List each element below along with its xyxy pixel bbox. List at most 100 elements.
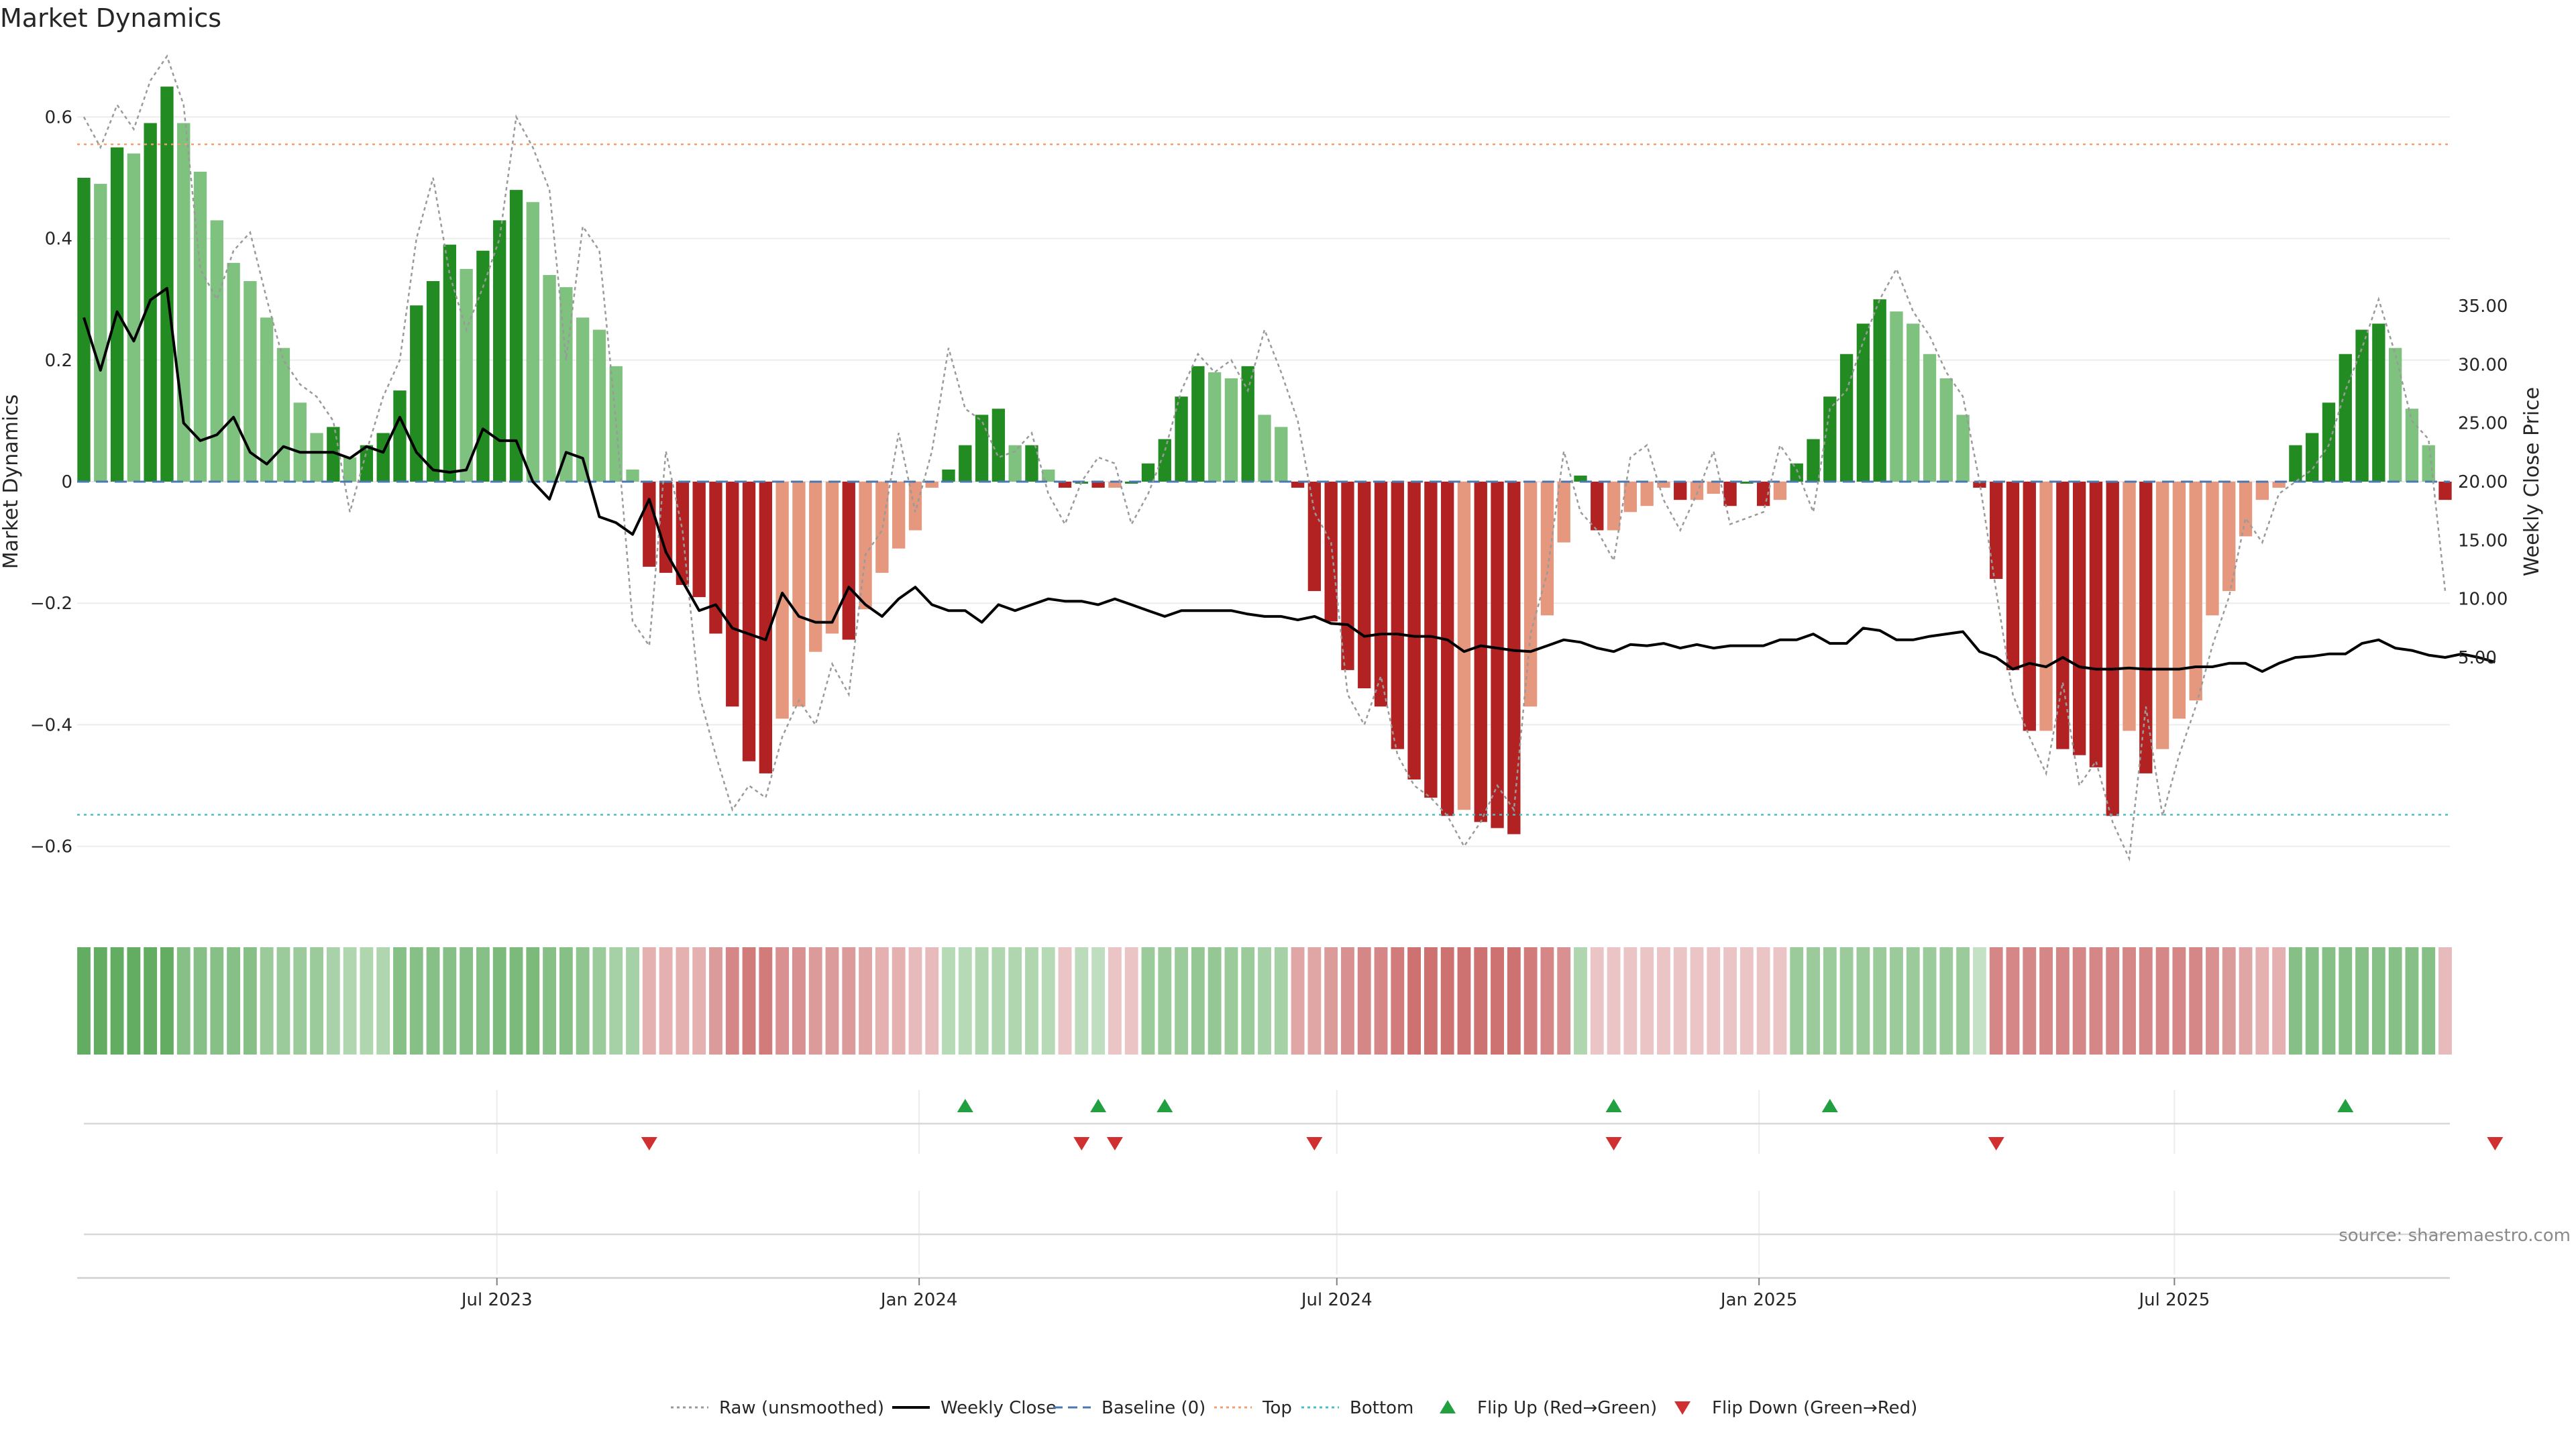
dynamics-bar: [343, 457, 357, 482]
dynamics-bar: [310, 433, 323, 482]
legend-item: Weekly Close: [892, 1398, 1057, 1418]
regime-cell: [1989, 947, 2003, 1055]
dynamics-bar: [227, 262, 240, 482]
regime-cell: [2405, 947, 2419, 1055]
dynamics-bar: [759, 482, 773, 773]
regime-cell: [1341, 947, 1354, 1055]
regime-cell: [1673, 947, 1687, 1055]
dynamics-bar: [1058, 482, 1072, 488]
regime-cell: [1723, 947, 1737, 1055]
regime-cell: [526, 947, 540, 1055]
dynamics-bar: [1042, 469, 1055, 482]
legend-item: Flip Down (Green→Red): [1674, 1398, 1917, 1418]
regime-cell: [1291, 947, 1305, 1055]
dynamics-bar: [2372, 323, 2385, 482]
legend-label: Flip Up (Red→Green): [1477, 1398, 1657, 1418]
dynamics-bar: [2222, 482, 2236, 592]
dynamics-bar: [327, 427, 340, 482]
dynamics-bar: [1591, 482, 1604, 531]
dynamics-bar: [1358, 482, 1371, 689]
dynamics-bar: [2388, 347, 2402, 482]
regime-cell: [975, 947, 989, 1055]
dynamics-bar: [2405, 409, 2419, 482]
dynamics-bar: [1241, 366, 1254, 482]
regime-cell: [2172, 947, 2186, 1055]
flip-up-marker: [957, 1099, 973, 1112]
dynamics-bar: [659, 482, 673, 573]
regime-cell: [243, 947, 257, 1055]
regime-cell: [144, 947, 158, 1055]
regime-cell: [1424, 947, 1438, 1055]
flip-down-marker: [1106, 1137, 1123, 1150]
y-right-tick-label: 10.00: [2458, 590, 2508, 610]
flip-up-marker: [1605, 1099, 1622, 1112]
dynamics-bar: [244, 281, 257, 482]
regime-cell: [642, 947, 656, 1055]
x-tick-label: Jul 2023: [460, 1290, 533, 1310]
regime-cell: [1507, 947, 1521, 1055]
regime-cell: [908, 947, 922, 1055]
axes: 0.6 0.4 0.2 0 −0.2 −0.4 −0.6 35.00 30.00 25.00 20.…: [0, 107, 2544, 857]
regime-cell: [626, 947, 639, 1055]
regime-cell: [1440, 947, 1454, 1055]
regime-cell: [460, 947, 474, 1055]
legend-label: Raw (unsmoothed): [719, 1398, 884, 1418]
dynamics-bar: [1923, 354, 1937, 482]
flip-up-marker: [1090, 1099, 1107, 1112]
regime-cell: [1175, 947, 1188, 1055]
regime-cell: [2355, 947, 2369, 1055]
dynamics-bar: [1839, 354, 1854, 482]
regime-cell: [2039, 947, 2053, 1055]
regime-cell: [592, 947, 606, 1055]
dynamics-bar: [1307, 482, 1322, 592]
dynamics-bar: [2239, 482, 2253, 537]
regime-cell: [360, 947, 374, 1055]
x-tick-label: Jul 2024: [1300, 1290, 1373, 1310]
regime-cell: [2438, 947, 2452, 1055]
weekly-close-line: [83, 286, 2496, 673]
regime-cell: [2155, 947, 2169, 1055]
regime-strip: [77, 947, 2452, 1055]
dynamics-bar: [1740, 482, 1754, 484]
x-tick-label: Jan 2024: [879, 1290, 958, 1310]
flip-up-marker: [2337, 1099, 2354, 1112]
dynamics-bar: [2206, 482, 2219, 616]
y-left-tick-label: 0.2: [45, 351, 72, 371]
regime-cell: [1574, 947, 1587, 1055]
regime-cell: [1607, 947, 1621, 1055]
regime-cell: [1374, 947, 1388, 1055]
dynamics-bar: [1574, 475, 1587, 482]
regime-cell: [1690, 947, 1704, 1055]
regime-cell: [1939, 947, 1953, 1055]
dynamics-bar: [1607, 482, 1621, 531]
dynamics-bar: [543, 274, 556, 482]
regime-cell: [343, 947, 357, 1055]
y-right-tick-label: 5.00: [2458, 648, 2497, 668]
y-right-tick-label: 20.00: [2458, 472, 2508, 492]
regime-cell: [1008, 947, 1022, 1055]
dynamics-bar: [2422, 445, 2435, 482]
regime-cell: [1590, 947, 1604, 1055]
y-right-tick-label: 35.00: [2458, 297, 2508, 317]
dynamics-bar: [1191, 366, 1205, 482]
dynamics-bar: [1557, 482, 1570, 543]
regime-cell: [1906, 947, 1920, 1055]
dynamics-bar: [2289, 445, 2302, 482]
dynamics-bar: [1939, 378, 1953, 482]
regime-cell: [1307, 947, 1322, 1055]
dynamics-bar: [1391, 482, 1404, 749]
regime-cell: [1324, 947, 1338, 1055]
chart-title: Market Dynamics: [0, 3, 221, 33]
regime-cell: [709, 947, 722, 1055]
regime-cell: [1241, 947, 1255, 1055]
regime-cell: [1923, 947, 1937, 1055]
dynamics-bar: [709, 482, 722, 634]
regime-cell: [692, 947, 706, 1055]
regime-cell: [2189, 947, 2203, 1055]
dynamics-bar: [959, 445, 972, 482]
dynamics-bar: [1474, 482, 1487, 822]
dynamics-bar: [1973, 482, 1986, 488]
regime-cell: [326, 947, 340, 1055]
regime-cell: [1856, 947, 1870, 1055]
regime-cell: [1025, 947, 1038, 1055]
